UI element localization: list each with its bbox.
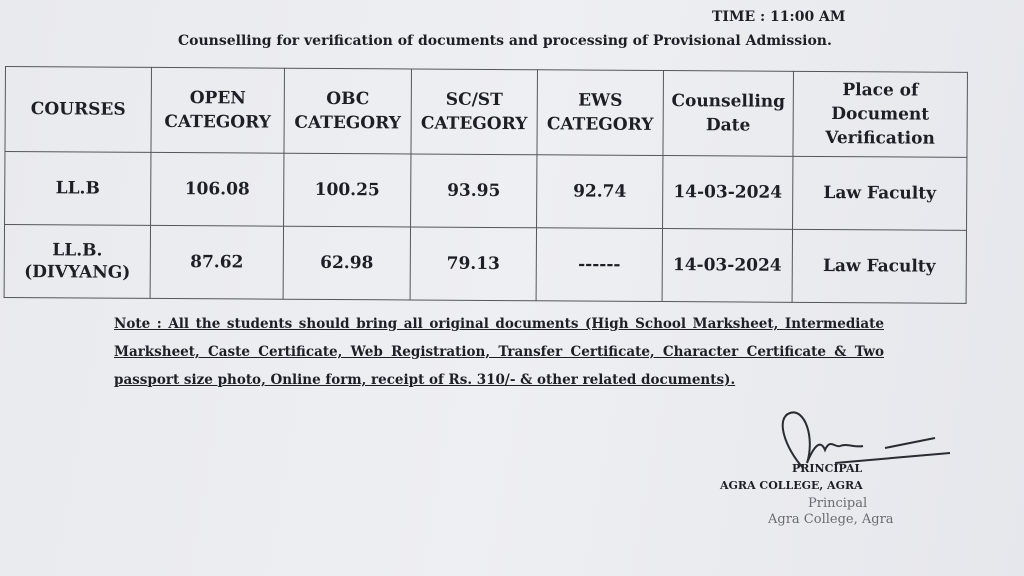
time-label: TIME : 11:00 AM [712,9,846,25]
table-row: LL.B 106.08 100.25 93.95 92.74 14-03-202… [4,151,967,231]
cell-course: LL.B. (DIVYANG) [4,224,151,299]
table-header-row: COURSES OPEN CATEGORY OBC CATEGORY SC/ST… [4,66,968,158]
table-row: LL.B. (DIVYANG) 87.62 62.98 79.13 ------… [4,224,967,304]
cell-scst: 79.13 [410,226,537,301]
cell-open: 106.08 [150,152,284,227]
header-ews: EWS CATEGORY [536,69,664,156]
cell-scst: 93.95 [410,153,537,228]
stamp-line-1: Principal [808,496,868,511]
cell-obc: 62.98 [283,226,411,300]
cell-obc: 100.25 [283,153,411,227]
cell-ews: ------ [536,227,663,302]
header-open: OPEN CATEGORY [150,67,285,154]
header-date: Counselling Date [662,70,794,157]
header-place: Place of Document Verification [792,71,968,158]
cell-place: Law Faculty [792,229,967,304]
header-courses: COURSES [4,66,152,153]
principal-title: PRINCIPAL [792,462,863,475]
header-obc: OBC CATEGORY [283,68,412,154]
signature-icon [781,411,951,469]
cell-place: Law Faculty [792,156,967,231]
cell-date: 14-03-2024 [662,228,793,303]
note-text: Note : All the students should bring all… [114,316,884,388]
cell-course: LL.B [4,151,151,226]
header-scst: SC/ST CATEGORY [410,68,538,155]
document-heading: Counselling for verification of document… [178,33,832,49]
cell-ews: 92.74 [536,154,663,229]
cell-date: 14-03-2024 [662,155,793,230]
stamp-line-2: Agra College, Agra [768,512,894,527]
cutoff-table: COURSES OPEN CATEGORY OBC CATEGORY SC/ST… [4,66,968,304]
college-name: AGRA COLLEGE, AGRA [720,479,863,492]
cell-open: 87.62 [150,225,284,300]
